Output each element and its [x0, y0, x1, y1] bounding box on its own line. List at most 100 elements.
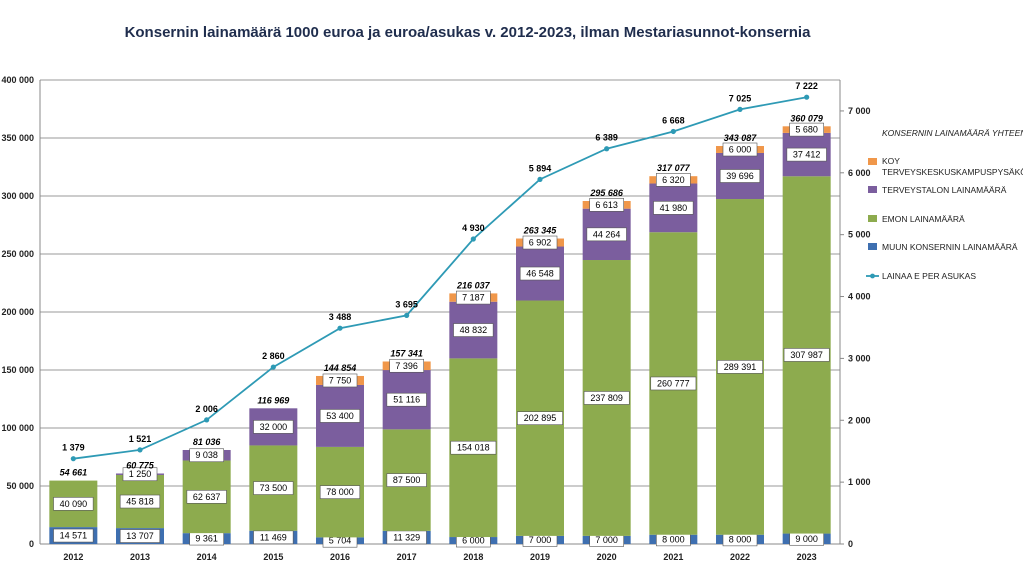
legend-label: MUUN KONSERNIN LAINAMÄÄRÄ [882, 242, 1018, 252]
data-label: 9 361 [195, 534, 218, 544]
y-left-tick-label: 200 000 [1, 307, 34, 317]
data-label: 11 469 [260, 532, 287, 542]
line-value-label: 2 006 [195, 404, 218, 414]
line-point [804, 94, 810, 100]
total-label: 81 036 [193, 437, 222, 447]
data-label-box [386, 392, 427, 407]
y-left-tick-label: 150 000 [1, 365, 34, 375]
data-label: 11 329 [393, 532, 420, 542]
data-label: 260 777 [657, 378, 690, 388]
data-label-box [583, 391, 630, 405]
data-label-box [517, 411, 563, 426]
data-label-box [389, 358, 424, 373]
data-label: 9 000 [795, 534, 818, 544]
line-point [470, 236, 476, 242]
y-left-tick-label: 250 000 [1, 249, 34, 259]
legend-label: EMON LAINAMÄÄRÄ [882, 214, 965, 224]
data-label-box [783, 348, 830, 362]
legend-swatch [868, 158, 877, 165]
line-value-label: 6 389 [595, 133, 618, 143]
data-label-box [456, 290, 491, 305]
chart-title: Konsernin lainamäärä 1000 euroa ja euroa… [124, 24, 811, 41]
legend-label: KONSERNIN LAINAMÄÄRÄ YHTEENSÄ [882, 128, 1023, 138]
line-point [604, 146, 610, 152]
data-label-box [656, 173, 691, 187]
data-label: 307 987 [790, 350, 823, 360]
data-label: 45 818 [126, 497, 154, 507]
total-label: 144 854 [324, 363, 357, 373]
y-left-tick-label: 400 000 [1, 75, 34, 85]
data-label: 46 548 [526, 269, 554, 279]
total-label: 343 087 [724, 133, 758, 143]
x-tick-label: 2016 [330, 552, 350, 562]
data-label: 7 000 [529, 535, 552, 545]
total-label: 295 686 [589, 188, 624, 198]
data-label: 87 500 [393, 475, 421, 485]
data-label-box [650, 376, 697, 391]
line-point [204, 417, 210, 423]
line-value-label: 5 894 [529, 163, 552, 173]
data-label-box [789, 122, 824, 137]
data-label-box [53, 497, 94, 511]
y-right-tick-label: 1 000 [848, 477, 871, 487]
data-label: 53 400 [326, 411, 354, 421]
data-label-box [386, 473, 427, 487]
data-label-box [189, 448, 224, 463]
data-label: 14 571 [60, 531, 88, 541]
line-point [537, 176, 543, 182]
data-label: 202 895 [524, 413, 557, 423]
data-label: 73 500 [260, 483, 288, 493]
data-label: 41 980 [660, 203, 688, 213]
data-label: 5 704 [329, 536, 352, 546]
y-right-tick-label: 3 000 [848, 353, 871, 363]
data-label-box [722, 142, 758, 157]
x-tick-label: 2015 [263, 552, 283, 562]
y-right-tick-label: 5 000 [848, 230, 871, 240]
data-label: 5 680 [795, 125, 818, 135]
x-tick-label: 2012 [63, 552, 83, 562]
y-right-tick-label: 0 [848, 539, 853, 549]
total-label: 317 077 [657, 163, 691, 173]
line-value-label: 1 379 [62, 443, 85, 453]
data-label: 289 391 [724, 362, 757, 372]
data-label: 6 000 [729, 144, 752, 154]
data-label-box [53, 528, 94, 543]
line-value-label: 3 695 [395, 299, 418, 309]
line-value-label: 1 521 [129, 434, 152, 444]
data-label-box [786, 147, 827, 162]
data-label-box [119, 529, 161, 543]
line-value-label: 7 025 [729, 93, 752, 103]
y-left-tick-label: 0 [29, 539, 34, 549]
data-label: 8 000 [662, 534, 685, 544]
x-tick-label: 2017 [397, 552, 417, 562]
legend-label: TERVEYSKESKUSKAMPUSPYSÄKÖINTI [882, 167, 1023, 177]
line-value-label: 4 930 [462, 223, 485, 233]
x-tick-label: 2021 [663, 552, 683, 562]
x-tick-label: 2023 [797, 552, 817, 562]
data-label-box [522, 235, 558, 250]
line-value-label: 6 668 [662, 115, 685, 125]
y-right-tick-label: 4 000 [848, 292, 871, 302]
legend-swatch [868, 215, 877, 222]
data-label-box [253, 530, 294, 545]
line-point [70, 456, 76, 462]
x-tick-label: 2019 [530, 552, 550, 562]
line-point [404, 312, 410, 319]
x-tick-label: 2014 [197, 552, 217, 562]
line-value-label: 3 488 [329, 312, 352, 322]
data-label-box [253, 481, 294, 495]
line-point [137, 447, 143, 453]
data-label-box [589, 198, 624, 212]
data-label-box [319, 409, 361, 423]
total-label: 263 345 [523, 226, 558, 236]
data-label: 7 396 [395, 361, 418, 371]
data-label: 6 902 [529, 238, 552, 248]
legend-swatch [868, 186, 877, 193]
total-label: 60 775 [126, 461, 155, 471]
y-left-tick-label: 100 000 [1, 423, 34, 433]
data-label-box [186, 490, 227, 504]
line-point [270, 364, 276, 370]
legend-label: TERVEYSTALON LAINAMÄÄRÄ [882, 185, 1007, 195]
y-left-tick-label: 350 000 [1, 133, 34, 143]
